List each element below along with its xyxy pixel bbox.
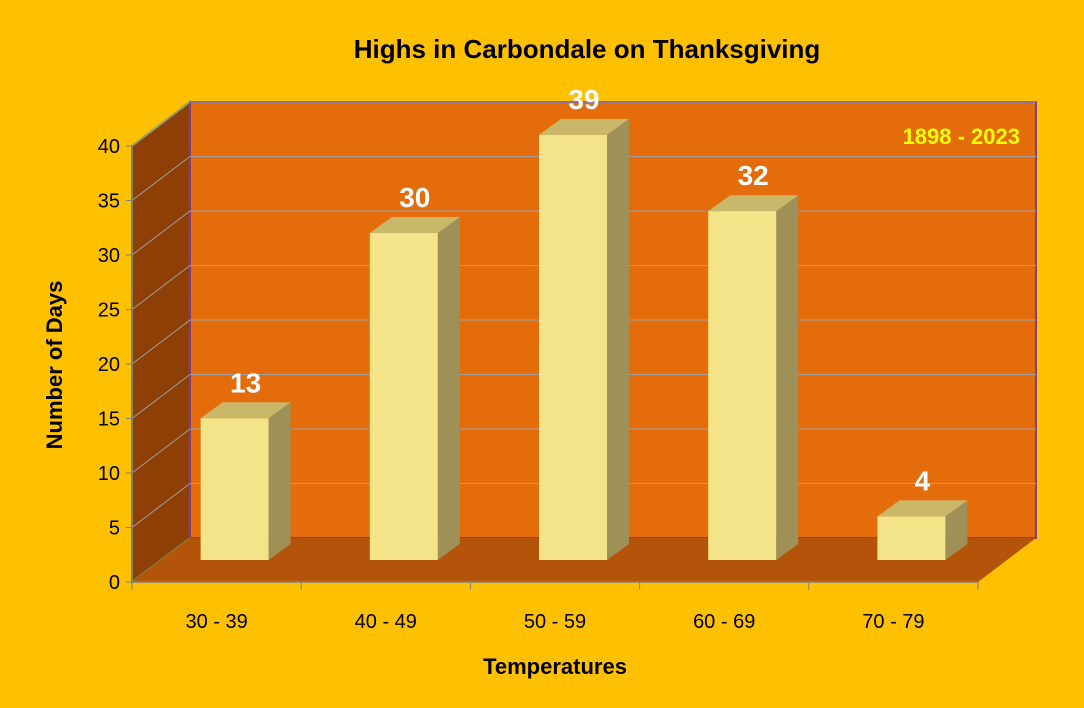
date-range-annotation: 1898 - 2023 xyxy=(903,124,1020,149)
bar-side xyxy=(437,217,460,560)
bar-value-label: 13 xyxy=(230,367,261,398)
bars xyxy=(200,118,968,561)
x-axis-title: Temperatures xyxy=(483,654,627,679)
gridline-side xyxy=(131,428,191,474)
gridline-side xyxy=(131,210,191,256)
y-axis: 0 5 10 15 20 25 30 35 40 xyxy=(98,136,133,594)
bar-top xyxy=(539,118,629,135)
y-tick-label: 10 xyxy=(98,463,120,485)
bar-top xyxy=(708,195,799,212)
bar-value-label: 30 xyxy=(399,182,430,213)
bar-value-label: 4 xyxy=(915,465,931,496)
bar-front xyxy=(200,418,269,560)
bar-front xyxy=(877,516,946,560)
x-tick-label: 70 - 79 xyxy=(862,611,924,633)
bar-front xyxy=(369,233,438,560)
bar-front xyxy=(708,211,777,560)
bar xyxy=(539,118,629,561)
y-tick-label: 20 xyxy=(98,354,120,376)
y-tick-label: 0 xyxy=(109,572,120,594)
gridline-side xyxy=(131,483,191,528)
y-tick-label: 35 xyxy=(98,191,120,213)
gridline-side xyxy=(131,156,191,201)
bar-top xyxy=(200,402,291,419)
bar-value-label: 39 xyxy=(568,84,599,115)
bar xyxy=(877,500,968,560)
gridline-side xyxy=(131,319,191,365)
bar-top xyxy=(877,500,968,517)
y-axis-title: Number of Days xyxy=(42,281,67,450)
bar-top xyxy=(369,217,460,233)
gridline-side xyxy=(131,265,191,310)
bar xyxy=(200,402,291,560)
gridline-side xyxy=(131,101,191,147)
y-tick-label: 15 xyxy=(98,409,120,431)
y-tick-label: 40 xyxy=(98,136,120,158)
bar-value-label: 32 xyxy=(738,160,769,191)
data-labels: 13 30 39 32 4 xyxy=(230,84,931,496)
y-tick-label: 25 xyxy=(98,300,120,322)
x-axis: 30 - 39 40 - 49 50 - 59 60 - 69 70 - 79 xyxy=(131,581,979,633)
x-tick-label: 30 - 39 xyxy=(185,611,247,633)
y-tick-label: 5 xyxy=(109,518,120,540)
x-tick-label: 40 - 49 xyxy=(355,611,417,633)
bar-side xyxy=(776,195,799,560)
bar-side xyxy=(607,118,629,561)
bar-side xyxy=(945,500,968,560)
bar xyxy=(708,195,799,560)
x-tick-label: 50 - 59 xyxy=(524,611,586,633)
bar-front xyxy=(539,134,607,560)
x-tick-label: 60 - 69 xyxy=(693,611,755,633)
gridline-side xyxy=(131,374,191,419)
bar-side xyxy=(268,402,291,560)
bar xyxy=(369,217,460,560)
y-tick-label: 30 xyxy=(98,245,120,267)
chart-title: Highs in Carbondale on Thanksgiving xyxy=(354,34,821,64)
